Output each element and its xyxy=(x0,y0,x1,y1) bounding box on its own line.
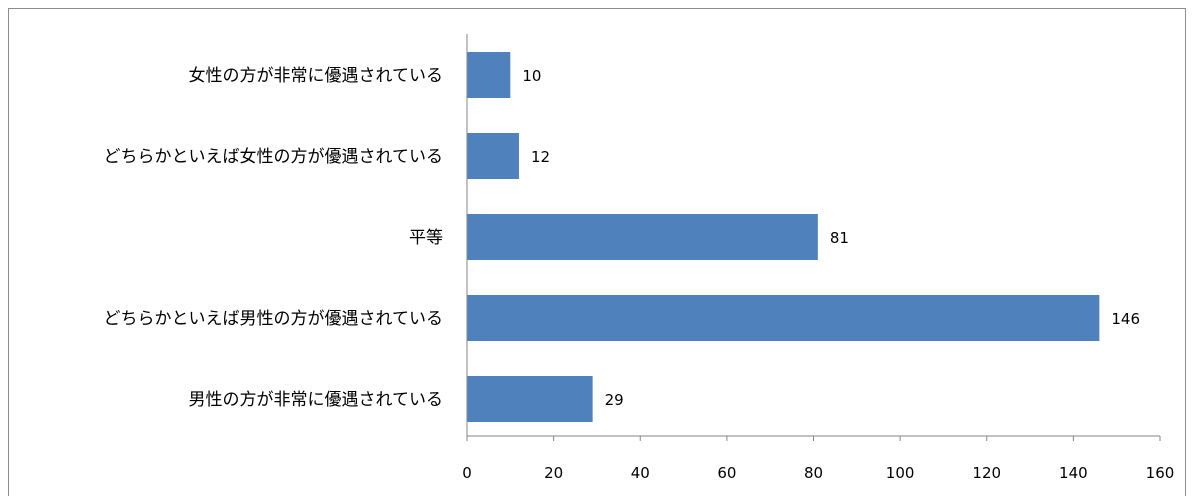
x-tick-label: 0 xyxy=(462,464,472,482)
x-tick-label: 160 xyxy=(1146,464,1175,482)
bar xyxy=(467,52,511,98)
bar xyxy=(467,295,1100,341)
data-label: 29 xyxy=(605,391,624,409)
category-label: 平等 xyxy=(409,228,443,248)
x-tick-label: 80 xyxy=(804,464,823,482)
data-label: 12 xyxy=(531,148,550,166)
bars-layer xyxy=(467,52,1100,422)
data-label: 81 xyxy=(830,229,849,247)
x-tick-label: 40 xyxy=(631,464,650,482)
category-label: どちらかといえば男性の方が優遇されている xyxy=(104,309,444,329)
data-label: 146 xyxy=(1111,310,1140,328)
axis-layer: 0 20 40 60 80 100 120 140 160 xyxy=(462,34,1174,482)
bar xyxy=(467,133,519,179)
bar xyxy=(467,214,818,260)
bar xyxy=(467,376,593,422)
labels-layer: 10 女性の方が非常に優遇されている 12 どちらかといえば女性の方が優遇されている 8… xyxy=(104,66,1141,410)
category-label: 男性の方が非常に優遇されている xyxy=(189,390,444,410)
category-label: 女性の方が非常に優遇されている xyxy=(189,66,444,86)
x-tick-label: 120 xyxy=(972,464,1001,482)
x-tick-label: 20 xyxy=(544,464,563,482)
x-tick-label: 100 xyxy=(886,464,915,482)
x-tick-label: 60 xyxy=(717,464,736,482)
x-tick-label: 140 xyxy=(1059,464,1088,482)
data-label: 10 xyxy=(522,67,541,85)
category-label: どちらかといえば女性の方が優遇されている xyxy=(104,147,444,167)
